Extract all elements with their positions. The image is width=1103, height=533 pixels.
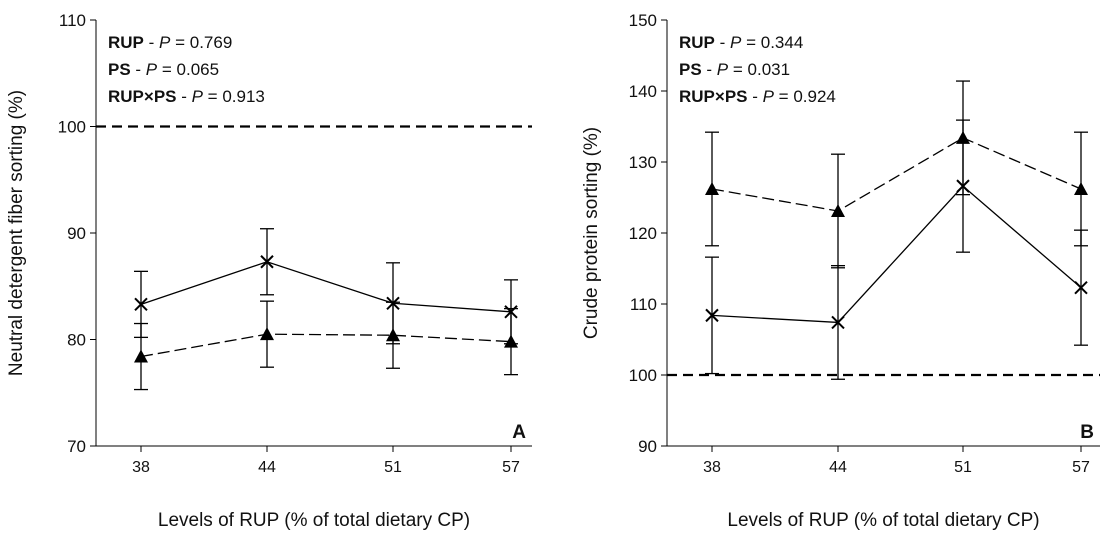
annotation-part: = 0.065 xyxy=(157,60,219,79)
annotation-part: RUP xyxy=(679,33,715,52)
annotation-part: = 0.924 xyxy=(774,87,836,106)
y-tick-label: 100 xyxy=(629,366,657,385)
annotation-part: P xyxy=(763,87,775,106)
annotation-part: P xyxy=(730,33,742,52)
marker-triangle xyxy=(1074,181,1088,195)
marker-triangle xyxy=(956,130,970,144)
y-tick-label: 100 xyxy=(58,118,86,137)
annotation-part: PS xyxy=(679,60,702,79)
marker-x xyxy=(831,315,845,330)
annotation-part: - xyxy=(144,33,159,52)
annotation-part: - xyxy=(131,60,146,79)
annotation-part: PS xyxy=(108,60,131,79)
annotation-part: - xyxy=(177,87,192,106)
x-tick-label: 51 xyxy=(954,459,972,476)
x-tick-label: 57 xyxy=(1072,459,1090,476)
x-tick-label: 44 xyxy=(829,459,847,476)
marker-x xyxy=(134,297,148,312)
panel-label: B xyxy=(1080,422,1094,443)
annotation-part: = 0.769 xyxy=(170,33,232,52)
y-tick-label: 150 xyxy=(629,11,657,30)
y-tick-label: 120 xyxy=(629,224,657,243)
annotation-part: RUP×PS xyxy=(108,87,177,106)
marker-x xyxy=(260,255,274,269)
x-tick-label: 51 xyxy=(384,459,402,476)
annotation: PS - P = 0.031 xyxy=(679,60,790,79)
x-axis-title: Levels of RUP (% of total dietary CP) xyxy=(158,510,470,531)
annotation: RUP×PS - P = 0.924 xyxy=(679,87,836,106)
y-tick-label: 140 xyxy=(629,82,657,101)
annotation-part: P xyxy=(146,60,158,79)
marker-triangle xyxy=(260,327,274,341)
annotation-part: = 0.344 xyxy=(741,33,803,52)
series-line xyxy=(140,261,512,313)
annotation-part: - xyxy=(748,87,763,106)
y-tick-label: 110 xyxy=(630,295,657,314)
marker-triangle xyxy=(705,181,719,195)
series-line xyxy=(140,333,512,358)
annotation-part: P xyxy=(717,60,729,79)
series-line xyxy=(711,137,1082,212)
annotation-part: RUP×PS xyxy=(679,87,748,106)
y-tick-label: 80 xyxy=(67,331,86,350)
x-axis-title: Levels of RUP (% of total dietary CP) xyxy=(727,510,1039,531)
annotation: RUP - P = 0.769 xyxy=(108,33,232,52)
x-tick-label: 38 xyxy=(703,459,721,476)
annotation: RUP - P = 0.344 xyxy=(679,33,803,52)
marker-triangle xyxy=(386,328,400,342)
panel-label: A xyxy=(512,422,526,443)
series-line xyxy=(711,185,1082,324)
annotation-part: - xyxy=(715,33,730,52)
annotation-part: P xyxy=(192,87,204,106)
x-tick-label: 38 xyxy=(132,459,150,476)
marker-triangle xyxy=(831,203,845,217)
annotation-part: P xyxy=(159,33,171,52)
x-tick-label: 44 xyxy=(258,459,276,476)
y-tick-label: 90 xyxy=(638,437,657,456)
marker-triangle xyxy=(504,334,518,348)
x-tick-label: 57 xyxy=(502,459,520,476)
y-tick-label: 110 xyxy=(59,11,86,30)
annotation-part: = 0.913 xyxy=(203,87,265,106)
annotation: PS - P = 0.065 xyxy=(108,60,219,79)
marker-x xyxy=(705,308,719,323)
annotation-part: = 0.031 xyxy=(728,60,790,79)
annotation-part: - xyxy=(702,60,717,79)
y-tick-label: 130 xyxy=(629,153,657,172)
y-tick-label: 70 xyxy=(67,437,86,456)
annotation: RUP×PS - P = 0.913 xyxy=(108,87,265,106)
y-axis-title: Neutral detergent fiber sorting (%) xyxy=(6,90,27,376)
y-axis-title: Crude protein sorting (%) xyxy=(581,127,602,339)
y-tick-label: 90 xyxy=(67,224,86,243)
annotation-part: RUP xyxy=(108,33,144,52)
marker-x xyxy=(1074,280,1088,295)
marker-triangle xyxy=(134,349,148,363)
